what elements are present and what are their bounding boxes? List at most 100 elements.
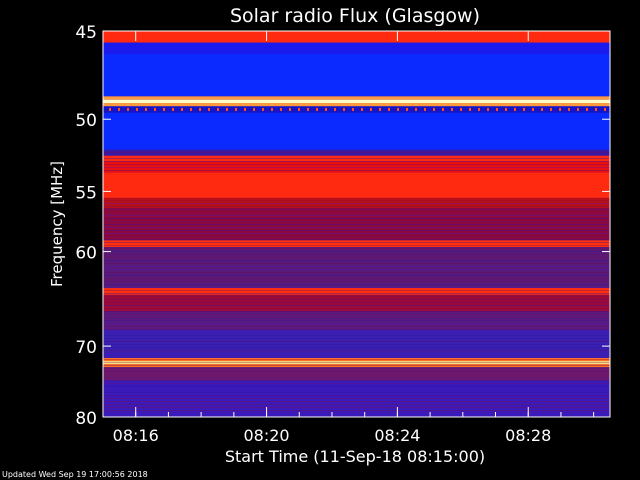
spectrogram-texture-line <box>103 347 610 348</box>
spectrogram-texture-line <box>103 254 610 255</box>
spectrogram-texture-line <box>103 302 610 303</box>
periodic-burst-mark <box>136 107 138 111</box>
spectrogram-texture-line <box>103 233 610 234</box>
periodic-burst-mark <box>109 107 111 111</box>
periodic-burst-mark <box>568 107 570 111</box>
spectrogram-texture-line <box>103 308 610 309</box>
periodic-burst-mark <box>559 107 561 111</box>
spectrogram-texture-line <box>103 305 610 306</box>
periodic-burst-mark <box>199 107 201 111</box>
x-tick-label: 08:28 <box>505 426 551 445</box>
spectrogram-texture-line <box>103 152 610 153</box>
periodic-burst-mark <box>478 107 480 111</box>
frequency-band <box>103 294 610 312</box>
periodic-burst-mark <box>370 107 372 111</box>
spectrogram-texture-line <box>103 380 610 381</box>
periodic-burst-mark <box>388 107 390 111</box>
spectrogram-texture-line <box>103 338 610 339</box>
periodic-burst-mark <box>550 107 552 111</box>
spectrogram-texture-line <box>103 281 610 282</box>
frequency-band <box>103 358 610 362</box>
spectrogram-texture-line <box>103 290 610 291</box>
periodic-burst-mark <box>343 107 345 111</box>
spectrogram-texture-line <box>103 212 610 213</box>
periodic-burst-mark <box>532 107 534 111</box>
spectrogram-texture-line <box>103 215 610 216</box>
spectrogram-texture-line <box>103 296 610 297</box>
periodic-burst-mark <box>379 107 381 111</box>
x-axis: 08:16 08:20 08:24 08:28 <box>102 31 595 445</box>
periodic-burst-mark <box>118 107 120 111</box>
plot-frame <box>102 30 611 418</box>
frequency-band <box>103 96 610 100</box>
periodic-burst-mark <box>586 107 588 111</box>
frequency-band <box>103 364 610 368</box>
periodic-burst-mark <box>154 107 156 111</box>
spectrogram-texture-line <box>103 371 610 372</box>
frequency-band <box>103 208 610 241</box>
y-tick-label: 45 <box>75 23 97 43</box>
periodic-burst-mark <box>505 107 507 111</box>
frequency-band <box>103 172 610 198</box>
spectrogram-texture-line <box>103 395 610 396</box>
chart-title: Solar radio Flux (Glasgow) <box>230 5 480 27</box>
periodic-burst-mark <box>325 107 327 111</box>
periodic-burst-mark <box>469 107 471 111</box>
spectrogram-texture-line <box>103 236 610 237</box>
periodic-burst-mark <box>163 107 165 111</box>
spectrogram-texture-line <box>103 278 610 279</box>
spectrogram-texture-line <box>103 353 610 354</box>
periodic-burst-mark <box>145 107 147 111</box>
spectrogram-texture-line <box>103 203 610 204</box>
periodic-burst-mark <box>235 107 237 111</box>
frequency-band <box>103 361 610 365</box>
periodic-burst-mark <box>523 107 525 111</box>
periodic-burst-mark <box>424 107 426 111</box>
spectrogram-texture-line <box>103 272 610 273</box>
spectrogram-texture-line <box>103 401 610 402</box>
periodic-burst-mark <box>262 107 264 111</box>
spectrogram-texture-line <box>103 218 610 219</box>
x-tick-label: 08:24 <box>374 426 420 445</box>
spectrogram-texture-line <box>103 230 610 231</box>
spectrogram-texture-line <box>103 287 610 288</box>
spectrogram-texture-line <box>103 299 610 300</box>
y-tick-label: 55 <box>75 183 97 203</box>
spectrogram-texture-line <box>103 320 610 321</box>
spectrogram-texture-line <box>103 260 610 261</box>
spectrogram-texture-line <box>103 209 610 210</box>
spectrogram-texture-line <box>103 275 610 276</box>
x-tick-label: 08:20 <box>243 426 289 445</box>
spectrogram-texture-line <box>103 269 610 270</box>
periodic-burst-mark <box>352 107 354 111</box>
periodic-burst-mark <box>577 107 579 111</box>
periodic-burst-mark <box>181 107 183 111</box>
spectrogram-texture-line <box>103 158 610 159</box>
spectrogram-texture-line <box>103 224 610 225</box>
spectrogram-texture-line <box>103 392 610 393</box>
spectrogram-texture-line <box>103 362 610 363</box>
spectrogram-texture-line <box>103 398 610 399</box>
spectrogram-texture-line <box>103 167 610 168</box>
periodic-burst-mark <box>442 107 444 111</box>
spectrogram-texture-line <box>103 323 610 324</box>
periodic-burst-mark <box>280 107 282 111</box>
heatmap-plot-area <box>102 30 611 418</box>
periodic-burst-mark <box>190 107 192 111</box>
y-axis-label: Frequency [MHz] <box>48 161 66 287</box>
periodic-burst-mark <box>451 107 453 111</box>
spectrogram-texture-line <box>103 389 610 390</box>
periodic-burst-mark <box>226 107 228 111</box>
spectrogram-texture-line <box>103 374 610 375</box>
spectrogram-texture-line <box>103 365 610 366</box>
spectrogram-texture-line <box>103 311 610 312</box>
frequency-band <box>103 311 610 330</box>
spectrogram-texture-line <box>103 341 610 342</box>
frequency-band <box>103 288 610 295</box>
periodic-burst-mark <box>307 107 309 111</box>
spectrogram-texture-line <box>103 329 610 330</box>
spectrogram-texture-line <box>103 344 610 345</box>
spectrogram-texture-line <box>103 293 610 294</box>
spectrogram-texture-line <box>103 251 610 252</box>
